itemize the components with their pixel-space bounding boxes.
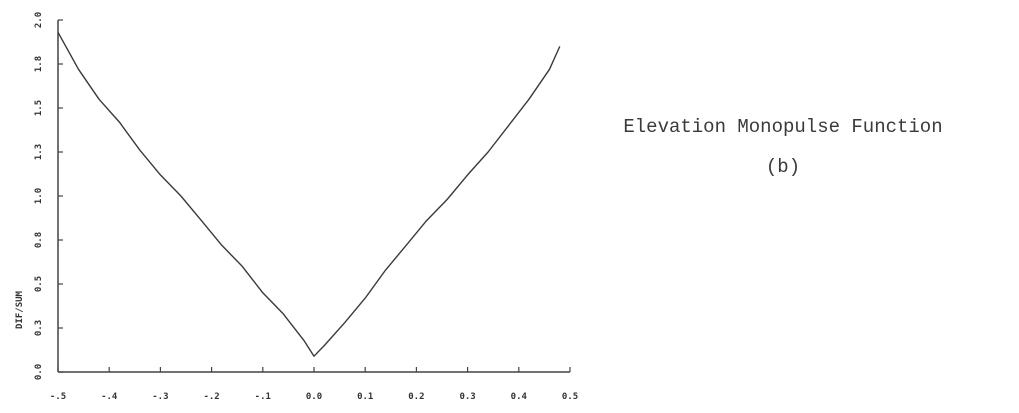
x-tick-label: -.1 (255, 392, 271, 402)
chart-title: Elevation Monopulse Function (623, 116, 942, 138)
x-tick-label: 0.3 (459, 392, 475, 402)
y-tick-label: 1.3 (34, 144, 44, 160)
x-tick-label: 0.2 (408, 392, 424, 402)
chart-subtitle: (b) (766, 156, 800, 178)
y-tick-label: 2.0 (34, 12, 44, 28)
y-tick-label: 1.8 (34, 56, 44, 72)
x-tick-label: -.3 (152, 392, 168, 402)
y-tick-label: 0.0 (34, 364, 44, 380)
x-tick-label: 0.5 (562, 392, 578, 402)
series-line (57, 31, 561, 357)
y-tick-label: 1.0 (34, 188, 44, 204)
y-tick-label: 0.5 (34, 276, 44, 292)
y-tick-label: 0.8 (34, 232, 44, 248)
y-tick-label: 0.3 (34, 320, 44, 336)
x-tick-label: -.2 (203, 392, 219, 402)
x-tick-label: -.5 (50, 392, 66, 402)
axes (57, 20, 570, 373)
y-ticks: 0.0 0.3 0.5 0.8 1.0 1.3 1.5 1.8 2.0 (34, 12, 63, 380)
x-tick-label: -.4 (101, 392, 118, 402)
x-ticks: -.5 -.4 -.3 -.2 -.1 0.0 0.1 0.2 0.3 0.4 0.5 (50, 367, 578, 402)
x-tick-label: 0.0 (306, 392, 322, 402)
y-axis-label: DIF/SUM (15, 290, 25, 329)
x-tick-label: 0.4 (511, 392, 528, 402)
series-layer (57, 31, 561, 357)
x-tick-label: 0.1 (357, 392, 373, 402)
y-tick-label: 1.5 (34, 100, 44, 116)
